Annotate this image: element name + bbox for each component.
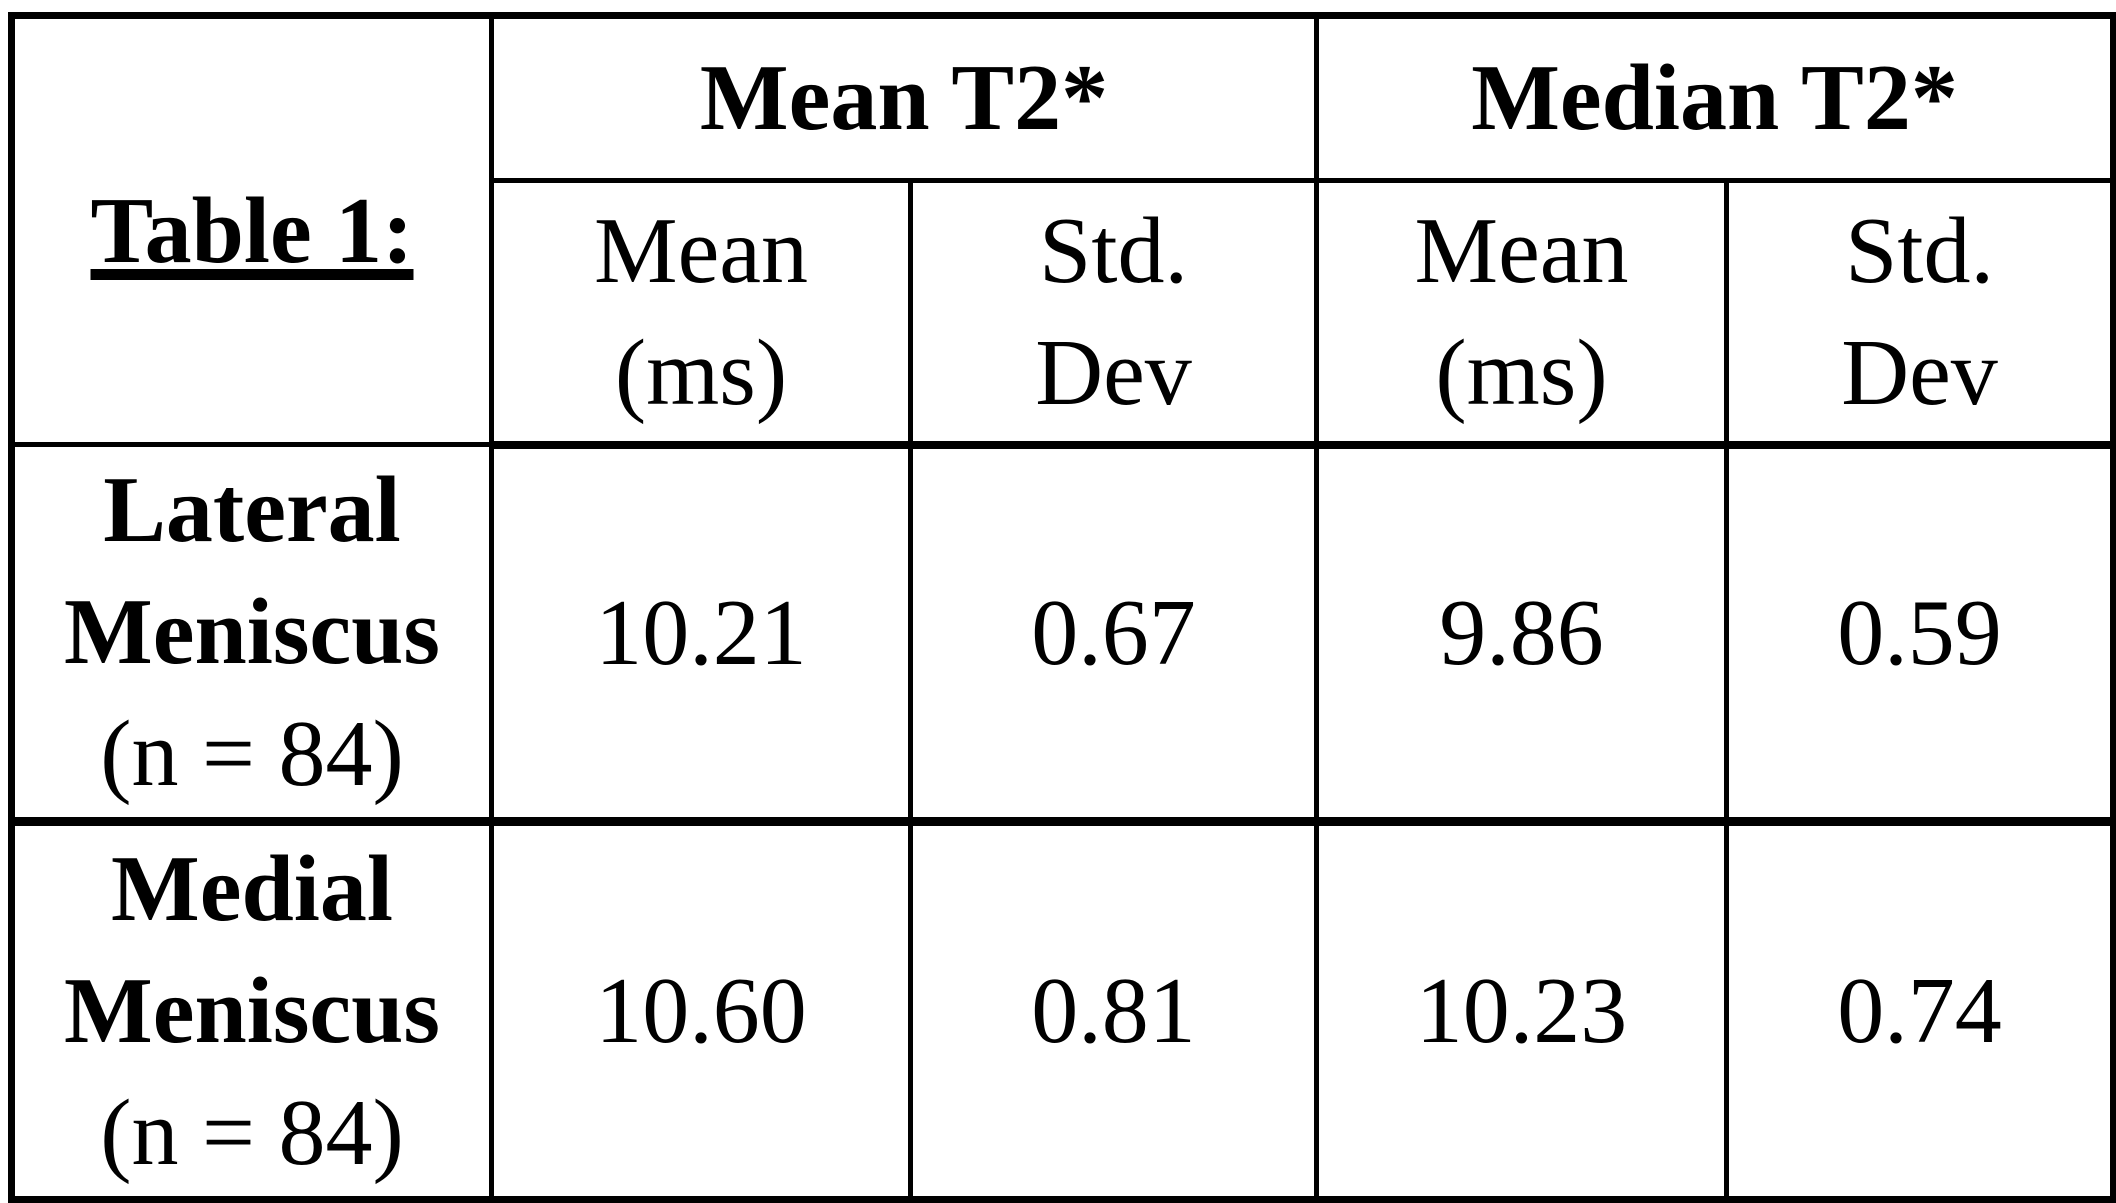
rowlabel-medial-meniscus-name: Medial Meniscus xyxy=(64,837,440,1064)
header-group-row: Table 1: Mean T2* Median T2* xyxy=(9,12,2116,448)
rowlabel-lateral-meniscus: Lateral Meniscus (n = 84) xyxy=(9,442,494,827)
cell-medial-meant2-mean: 10.60 xyxy=(489,819,913,1202)
row-medial-meniscus: Medial Meniscus (n = 84) 10.60 0.81 10.2… xyxy=(9,819,2116,1202)
rowlabel-medial-meniscus-n: (n = 84) xyxy=(100,1081,404,1186)
header-mean-t2star: Mean T2* xyxy=(488,13,1320,183)
cell-lateral-meant2-stddev: 0.67 xyxy=(907,442,1320,827)
t2star-summary-table: Table 1: Mean T2* Median T2* Mean (ms) S… xyxy=(8,12,2116,1203)
rowlabel-lateral-meniscus-n: (n = 84) xyxy=(100,702,404,807)
rowlabel-lateral-meniscus-name: Lateral Meniscus xyxy=(64,458,440,685)
subheader-mediant2-std-dev: Std. Dev xyxy=(1724,177,2116,449)
rowlabel-medial-meniscus: Medial Meniscus (n = 84) xyxy=(9,819,494,1202)
subheader-meant2-std-dev: Std. Dev xyxy=(907,177,1320,449)
header-median-t2star: Median T2* xyxy=(1314,13,2116,183)
table-caption: Table 1: xyxy=(90,178,414,283)
cell-lateral-mediant2-stddev: 0.59 xyxy=(1724,442,2116,827)
subheader-meant2-mean-ms: Mean (ms) xyxy=(489,177,913,449)
subheader-mediant2-mean-ms: Mean (ms) xyxy=(1314,177,1730,449)
cell-lateral-mediant2-mean: 9.86 xyxy=(1314,442,1730,827)
cell-medial-mediant2-mean: 10.23 xyxy=(1314,819,1730,1202)
caption-cell: Table 1: xyxy=(9,12,494,448)
cell-lateral-meant2-mean: 10.21 xyxy=(489,442,913,827)
subheader-row: Mean (ms) Std. Dev Mean (ms) Std. Dev xyxy=(12,177,2116,449)
row-lateral-meniscus: Lateral Meniscus (n = 84) 10.21 0.67 9.8… xyxy=(9,442,2116,827)
cell-medial-mediant2-stddev: 0.74 xyxy=(1724,819,2116,1202)
cell-medial-meant2-stddev: 0.81 xyxy=(907,819,1320,1202)
